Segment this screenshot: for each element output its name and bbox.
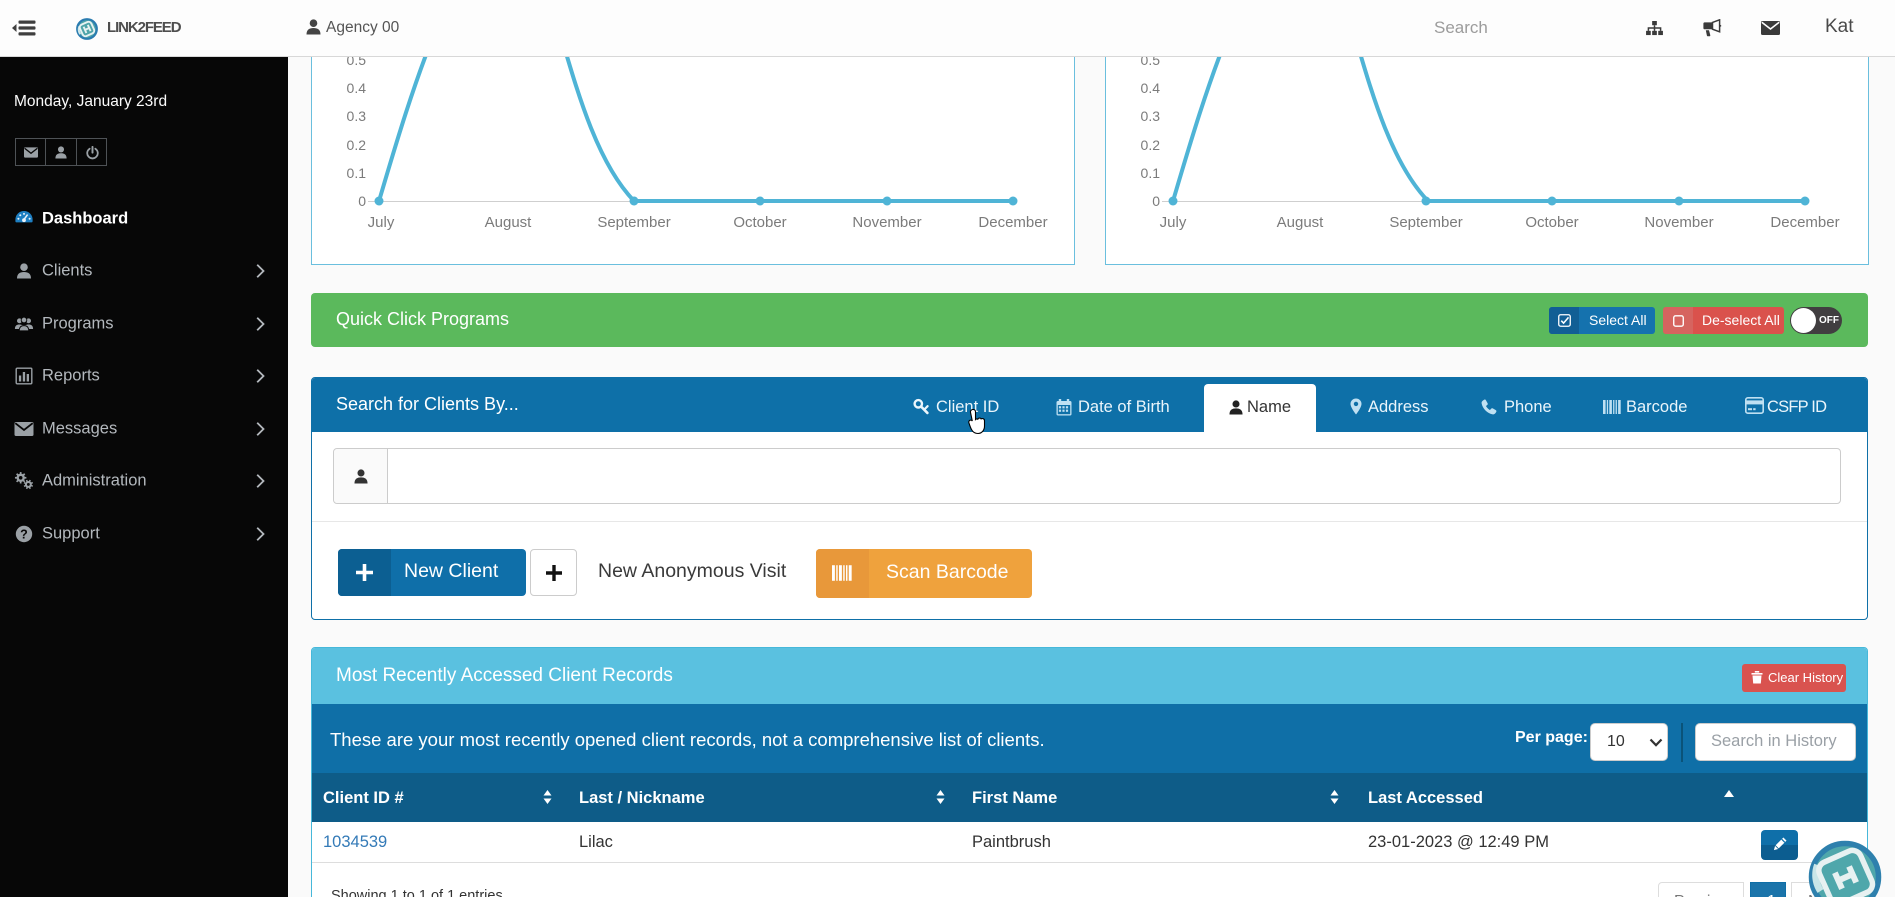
- svg-text:0.3: 0.3: [1141, 108, 1161, 124]
- svg-text:November: November: [852, 214, 921, 231]
- svg-text:July: July: [368, 214, 395, 231]
- svg-text:0.3: 0.3: [347, 108, 367, 124]
- svg-text:July: July: [1160, 214, 1187, 231]
- svg-text:December: December: [1770, 214, 1839, 231]
- svg-text:0: 0: [1152, 193, 1160, 209]
- svg-text:December: December: [978, 214, 1047, 231]
- svg-text:September: September: [597, 214, 670, 231]
- svg-text:0.4: 0.4: [1141, 80, 1161, 96]
- svg-text:0.4: 0.4: [347, 80, 367, 96]
- svg-text:0.1: 0.1: [1141, 165, 1161, 181]
- svg-text:October: October: [733, 214, 786, 231]
- svg-text:?: ?: [20, 527, 28, 541]
- svg-text:0.1: 0.1: [347, 165, 367, 181]
- svg-text:November: November: [1644, 214, 1713, 231]
- svg-text:0.2: 0.2: [1141, 137, 1161, 153]
- svg-text:0: 0: [358, 193, 366, 209]
- svg-text:September: September: [1389, 214, 1462, 231]
- svg-text:October: October: [1525, 214, 1578, 231]
- svg-text:0.5: 0.5: [1141, 57, 1161, 68]
- svg-text:August: August: [485, 214, 533, 231]
- svg-text:0.5: 0.5: [347, 57, 367, 68]
- svg-text:0.2: 0.2: [347, 137, 367, 153]
- svg-text:August: August: [1277, 214, 1325, 231]
